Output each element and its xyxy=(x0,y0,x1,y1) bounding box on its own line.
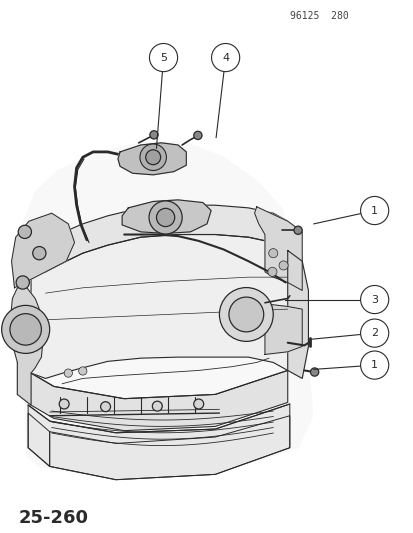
Text: 96125  280: 96125 280 xyxy=(289,11,348,21)
Text: 25-260: 25-260 xyxy=(19,509,88,527)
Circle shape xyxy=(267,267,276,277)
Circle shape xyxy=(152,401,162,411)
Circle shape xyxy=(59,399,69,409)
Polygon shape xyxy=(118,143,186,175)
Polygon shape xyxy=(31,235,287,378)
Polygon shape xyxy=(28,413,50,466)
Text: 3: 3 xyxy=(370,295,377,304)
Polygon shape xyxy=(254,207,301,290)
Circle shape xyxy=(193,131,202,140)
Circle shape xyxy=(219,288,273,341)
Circle shape xyxy=(64,369,72,377)
Circle shape xyxy=(140,144,166,171)
Circle shape xyxy=(360,286,388,313)
Text: 1: 1 xyxy=(370,360,377,370)
Circle shape xyxy=(293,226,301,235)
Circle shape xyxy=(268,248,277,258)
Circle shape xyxy=(10,313,41,345)
Polygon shape xyxy=(10,288,43,405)
Circle shape xyxy=(33,247,46,260)
Circle shape xyxy=(211,44,239,71)
Circle shape xyxy=(360,319,388,347)
Polygon shape xyxy=(20,141,312,480)
Polygon shape xyxy=(12,213,74,288)
Polygon shape xyxy=(17,362,31,405)
Circle shape xyxy=(100,402,110,411)
Text: 5: 5 xyxy=(160,53,166,62)
Polygon shape xyxy=(28,404,289,480)
Circle shape xyxy=(18,225,31,238)
Circle shape xyxy=(149,44,177,71)
Polygon shape xyxy=(50,416,289,480)
Circle shape xyxy=(278,261,287,270)
Circle shape xyxy=(16,276,29,289)
Polygon shape xyxy=(287,251,308,378)
Text: 2: 2 xyxy=(370,328,377,338)
Circle shape xyxy=(360,351,388,379)
Circle shape xyxy=(360,197,388,224)
Circle shape xyxy=(78,367,87,375)
Circle shape xyxy=(149,201,182,234)
Text: 1: 1 xyxy=(370,206,377,215)
Circle shape xyxy=(310,368,318,376)
Circle shape xyxy=(145,150,160,165)
Circle shape xyxy=(156,208,174,227)
Polygon shape xyxy=(264,304,301,354)
Polygon shape xyxy=(31,370,287,431)
Circle shape xyxy=(2,305,50,353)
Text: 4: 4 xyxy=(221,53,229,62)
Polygon shape xyxy=(45,205,287,272)
Circle shape xyxy=(228,297,263,332)
Circle shape xyxy=(150,131,158,139)
Circle shape xyxy=(193,399,203,409)
Polygon shape xyxy=(122,200,211,233)
